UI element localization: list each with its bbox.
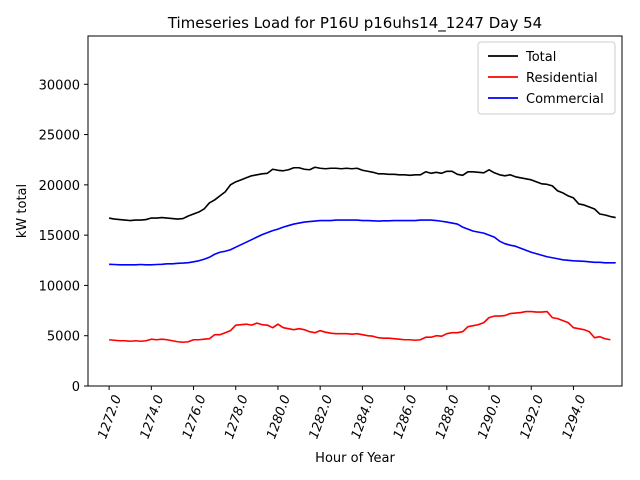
series-line-total — [108, 166, 616, 222]
series-line-residential — [109, 310, 611, 344]
plot-frame — [87, 35, 623, 387]
y-tick-label: 10000 — [39, 279, 80, 294]
legend-label-total: Total — [525, 50, 556, 65]
legend-box — [477, 41, 616, 115]
y-tick-label: 30000 — [39, 78, 80, 93]
plot-lines — [108, 166, 616, 344]
series-line-commercial — [109, 219, 616, 266]
y-axis: 0 5000 10000 15000 20000 25000 30000 — [39, 78, 88, 395]
legend-label-commercial: Commercial — [526, 92, 604, 107]
y-tick-label: 25000 — [39, 129, 80, 144]
legend: Total Residential Commercial — [477, 41, 616, 115]
y-tick-label: 5000 — [47, 330, 80, 345]
chart-title: Timeseries Load for P16U p16uhs14_1247 D… — [167, 14, 542, 33]
y-tick-label: 15000 — [39, 229, 80, 244]
y-axis-label: kW total — [15, 184, 30, 238]
x-axis-label: Hour of Year — [315, 451, 395, 466]
y-tick-label: 20000 — [39, 179, 80, 194]
legend-label-residential: Residential — [526, 71, 598, 86]
y-tick-label: 0 — [72, 380, 80, 395]
